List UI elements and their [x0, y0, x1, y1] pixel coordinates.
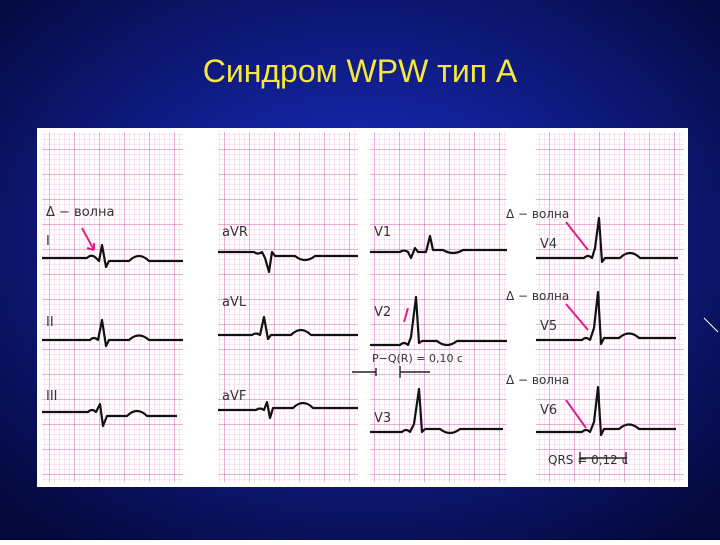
grid-panels	[42, 132, 684, 482]
qrs-label: QRS = 0,12 c	[548, 453, 628, 467]
delta-label: Δ − волна	[506, 289, 569, 303]
lead-label: V1	[374, 225, 391, 240]
lead-label: II	[46, 315, 54, 330]
lead-label: V4	[540, 237, 557, 252]
delta-label: Δ − волна	[506, 207, 569, 221]
delta-label: Δ − волна	[506, 373, 569, 387]
ecg-traces	[42, 216, 678, 437]
ecg-labels: Δ − волна I II III aVR aVL aVF V1 V2 V3 …	[46, 205, 628, 467]
slide-title: Синдром WPW тип А	[203, 53, 518, 89]
arrows	[81, 221, 719, 464]
pq-label: P−Q(R) = 0,10 c	[372, 352, 463, 365]
lead-label: V6	[540, 403, 557, 418]
lead-label: V3	[374, 411, 391, 426]
lead-label: V5	[540, 319, 557, 334]
lead-label: III	[46, 389, 58, 404]
lead-label: V2	[374, 305, 391, 320]
lead-label: I	[46, 234, 50, 249]
lead-label: aVR	[222, 225, 248, 240]
delta-label: Δ − волна	[46, 205, 114, 220]
lead-label: aVF	[222, 389, 246, 404]
lead-label: aVL	[222, 295, 247, 310]
